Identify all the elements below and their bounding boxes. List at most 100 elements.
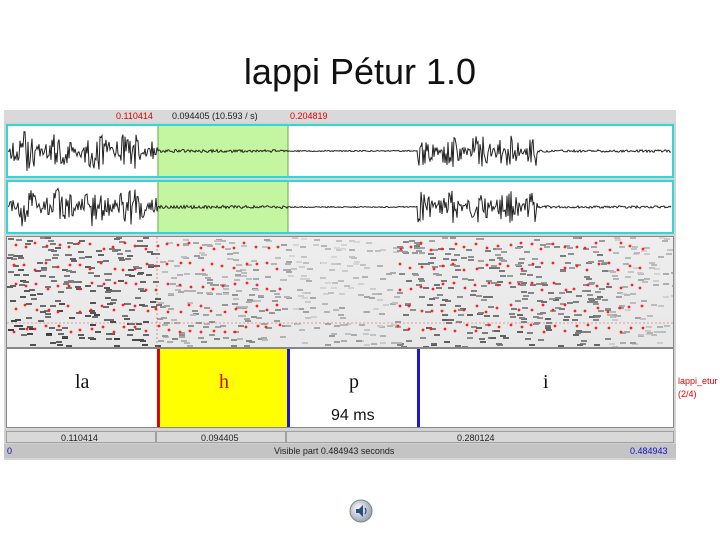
waveform-channel-1[interactable] — [6, 124, 674, 178]
formant-dot — [641, 247, 645, 251]
formant-dot — [157, 324, 161, 328]
formant-dot — [596, 306, 600, 310]
formant-dot — [465, 323, 469, 327]
formant-dot — [396, 324, 400, 328]
formant-dot — [462, 308, 466, 312]
formant-dot — [178, 283, 182, 287]
boundary-1[interactable] — [157, 349, 160, 427]
formant-dot — [539, 247, 543, 251]
speaker-icon[interactable] — [348, 498, 374, 524]
formant-dot — [583, 246, 587, 250]
formant-dot — [563, 303, 567, 307]
formant-dot — [586, 283, 590, 287]
time-seg-1[interactable]: 0.110414 — [6, 431, 156, 443]
editor-side-margin — [676, 110, 720, 460]
formant-dot — [487, 281, 491, 285]
formant-dot — [56, 265, 60, 269]
time-seg-3[interactable]: 0.280124 — [286, 431, 674, 443]
formant-dot — [176, 243, 180, 247]
formant-dot — [519, 241, 523, 245]
visible-part-bar[interactable]: 0 Visible part 0.484943 seconds 0.484943 — [4, 444, 676, 458]
formant-dot — [540, 261, 544, 265]
formant-dot — [244, 325, 248, 329]
formant-dot — [638, 266, 642, 270]
formant-dot — [638, 286, 642, 290]
window-end-time: 0.204819 — [290, 111, 328, 121]
formant-dot — [12, 263, 16, 267]
tier-name-panel[interactable]: lappi_etur (2/4) — [678, 375, 718, 401]
formant-dot — [78, 263, 82, 267]
formant-dot — [201, 285, 205, 289]
formant-dot — [223, 330, 227, 334]
formant-dot — [133, 325, 137, 329]
formant-dot — [541, 303, 545, 307]
formant-dot — [156, 244, 160, 248]
formant-dot — [255, 262, 259, 266]
formant-dot — [99, 261, 103, 265]
formant-dot — [188, 261, 192, 265]
formant-dot — [245, 281, 249, 285]
formant-dot — [45, 244, 49, 248]
formant-dot — [244, 310, 248, 314]
interval-label-i[interactable]: i — [543, 371, 549, 393]
formant-dot — [573, 309, 577, 313]
formant-dot — [23, 303, 27, 307]
time-seg-2-label: 0.094405 — [201, 433, 239, 443]
formant-dot — [113, 267, 117, 271]
interval-label-h[interactable]: h — [219, 371, 229, 393]
selection-time-bar: 0.110414 0.094405 (10.593 / s) 0.204819 — [4, 110, 676, 122]
formant-dot — [419, 285, 423, 289]
formant-dot — [520, 325, 524, 329]
formant-dot — [89, 308, 93, 312]
interval-label-p[interactable]: p — [349, 371, 359, 393]
time-seg-2[interactable]: 0.094405 — [156, 431, 286, 443]
formant-dot — [121, 303, 125, 307]
formant-dot — [462, 268, 466, 272]
formant-dot — [166, 310, 170, 314]
time-seg-1-label: 0.110414 — [61, 433, 98, 443]
formant-dot — [233, 282, 237, 286]
boundary-2[interactable] — [287, 349, 290, 427]
formant-dot — [520, 267, 524, 271]
waveform-channel-2[interactable] — [6, 180, 674, 234]
interval-time-bar: 0.110414 0.094405 0.280124 — [4, 430, 676, 444]
formant-dot — [102, 247, 106, 251]
formant-dot — [199, 330, 203, 334]
formant-dot — [429, 327, 433, 331]
formant-dot — [278, 323, 282, 327]
formant-dot — [606, 282, 610, 286]
formant-dot — [78, 310, 82, 314]
formant-dot — [256, 324, 260, 328]
interval-label-la[interactable]: la — [75, 371, 90, 393]
formant-dot — [90, 281, 94, 285]
time-seg-3-label: 0.280124 — [457, 433, 495, 443]
visible-end-time: 0.484943 — [630, 446, 668, 456]
formant-dot — [641, 326, 645, 330]
formant-dot — [102, 282, 106, 286]
formant-dot — [275, 303, 279, 307]
formant-dot — [221, 284, 225, 288]
formant-dot — [530, 242, 534, 246]
formant-dot — [232, 246, 236, 250]
formant-dot — [619, 286, 623, 290]
formant-dot — [553, 324, 557, 328]
formant-dot — [462, 245, 466, 249]
formant-dot — [586, 323, 590, 327]
formant-dot — [440, 247, 444, 251]
formant-dot — [242, 241, 246, 245]
formant-dot — [166, 282, 170, 286]
formant-dot — [509, 323, 513, 327]
formant-dot — [212, 247, 216, 251]
formant-dot — [112, 308, 116, 312]
formant-dot — [419, 241, 423, 245]
formant-dot — [223, 310, 227, 314]
spectrogram[interactable] — [6, 236, 674, 348]
boundary-3[interactable] — [417, 349, 420, 427]
formant-dot — [517, 282, 521, 286]
slide-title: lappi Pétur 1.0 — [243, 51, 477, 92]
formant-dot — [473, 283, 477, 287]
formant-dot — [452, 281, 456, 285]
formant-dot — [14, 243, 18, 247]
textgrid-tier[interactable]: la h p i 94 ms — [6, 348, 674, 428]
formant-dot — [144, 329, 148, 333]
